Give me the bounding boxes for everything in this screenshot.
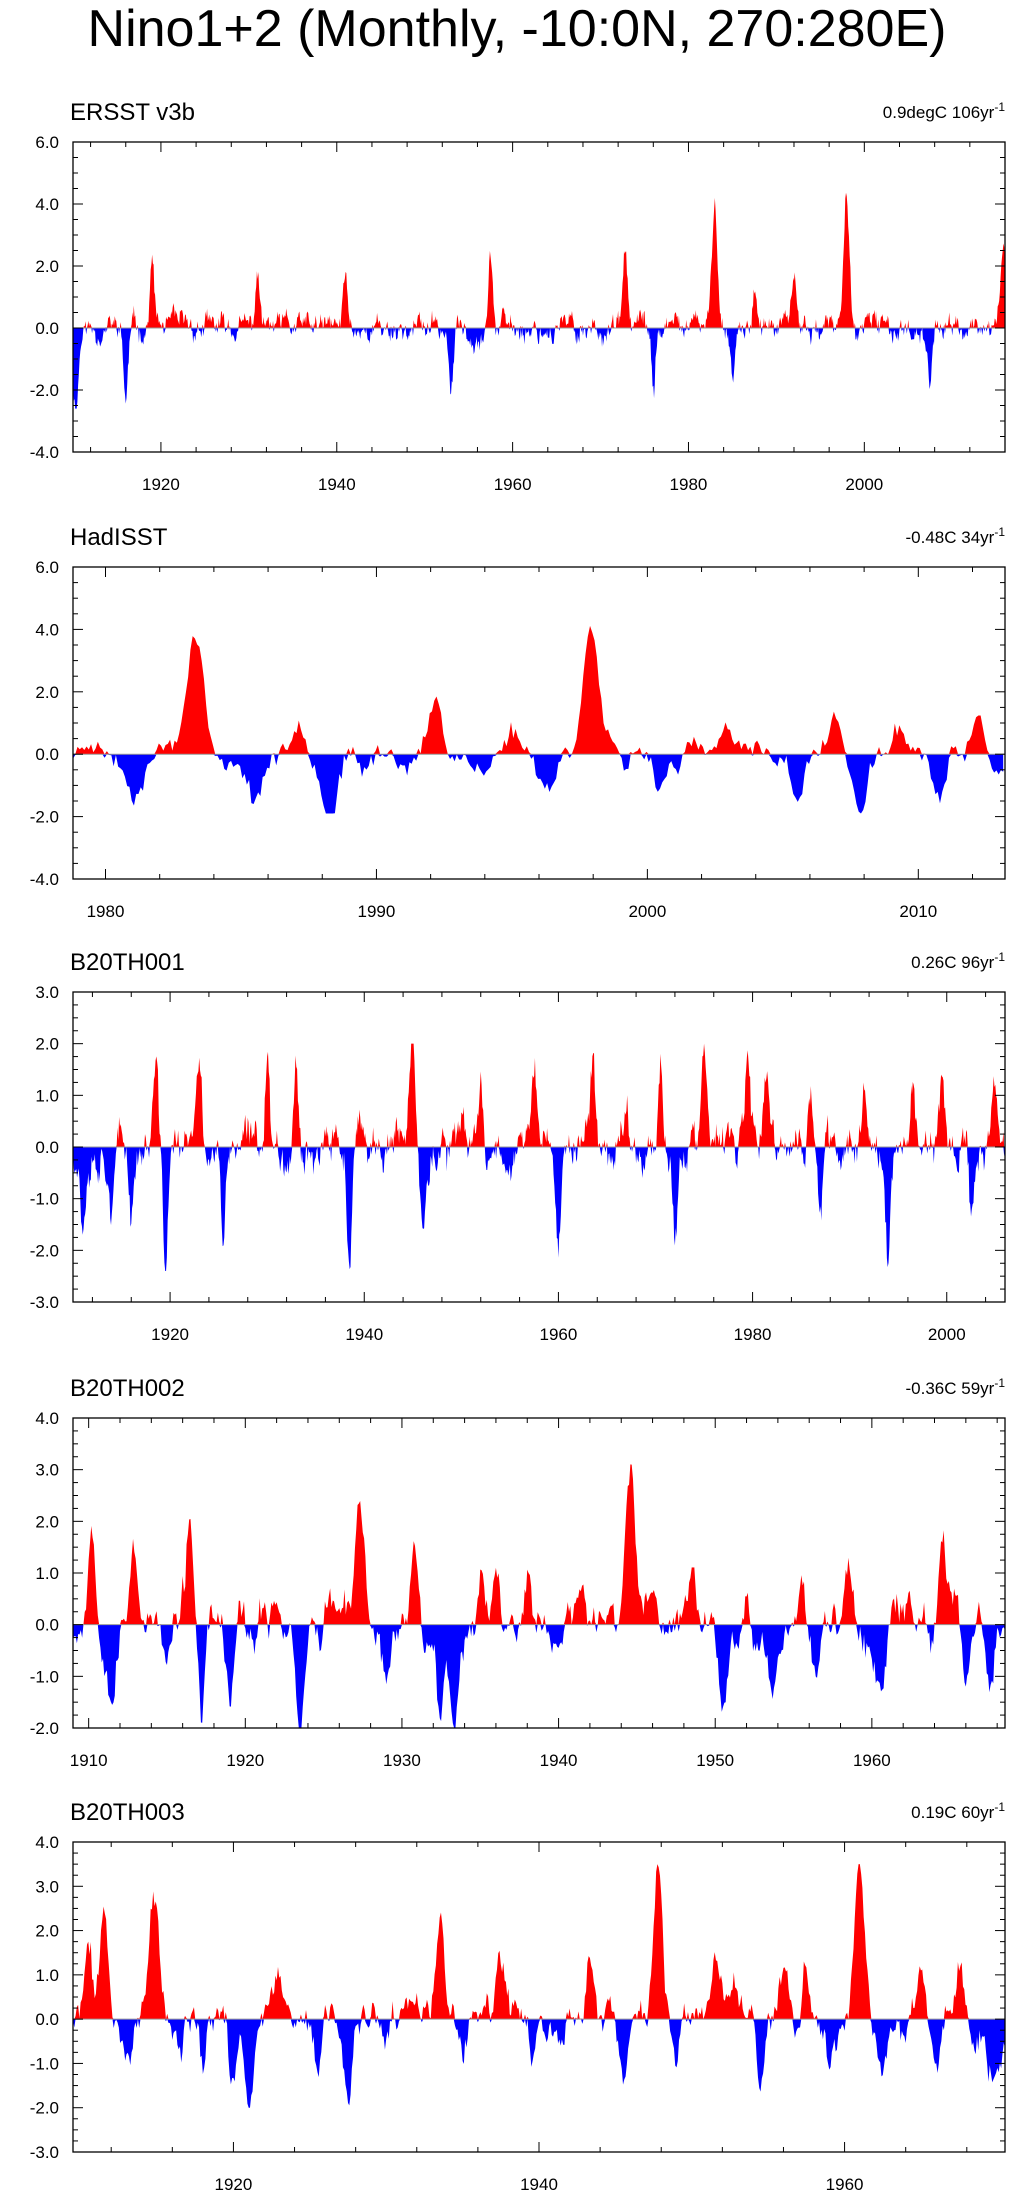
y-tick-label: 2.0 (35, 1512, 59, 1531)
negative-anomaly-area (73, 1147, 1005, 1271)
y-tick-label: 4.0 (35, 620, 59, 639)
y-tick-label: -2.0 (30, 808, 59, 827)
x-tick-label: 1960 (494, 475, 532, 494)
x-tick-label: 1920 (142, 475, 180, 494)
positive-anomaly-area (73, 1464, 1005, 1625)
x-tick-label: 1940 (540, 1751, 578, 1770)
y-tick-label: 6.0 (35, 133, 59, 152)
x-tick-label: 1960 (826, 2175, 864, 2194)
x-tick-label: 1940 (345, 1325, 383, 1344)
positive-anomaly-area (73, 1043, 1005, 1147)
y-tick-label: 0.0 (35, 1138, 59, 1157)
chart-panel-4: B20TH002 -0.36C 59yr-1 -2.0 -1.0 0.0 1.0 2.0 3.… (0, 1366, 1034, 1788)
negative-anomaly-area (73, 2019, 1005, 2108)
y-tick-label: -2.0 (30, 1719, 59, 1738)
negative-anomaly-area (73, 1624, 1005, 1728)
main-title: Nino1+2 (Monthly, -10:0N, 270:280E) (87, 0, 947, 58)
x-tick-label: 1920 (226, 1751, 264, 1770)
plot-frame (72, 1417, 1006, 1729)
y-tick-label: 2.0 (35, 257, 59, 276)
x-tick-label: 2000 (928, 1325, 966, 1344)
chart-svg-5: B20TH003 0.19C 60yr-1 -3.0 -2.0 -1.0 0.0 1.0 2.… (30, 1799, 1006, 2194)
x-tick-label: 2000 (845, 475, 883, 494)
panel-title: ERSST v3b (70, 99, 195, 126)
x-tick-label: 2000 (628, 902, 666, 921)
y-tick-label: -4.0 (30, 870, 59, 889)
y-tick-label: -1.0 (30, 1190, 59, 1209)
y-tick-label: 2.0 (35, 683, 59, 702)
plot-frame (72, 141, 1006, 453)
x-tick-label: 1940 (318, 475, 356, 494)
y-tick-label: 2.0 (35, 1035, 59, 1054)
x-tick-label: 1980 (670, 475, 708, 494)
panel-title: B20TH003 (70, 1799, 185, 1826)
y-tick-label: -1.0 (30, 2054, 59, 2073)
plot-frame (72, 566, 1006, 880)
y-tick-label: -2.0 (30, 1241, 59, 1260)
panel-title: B20TH001 (70, 949, 185, 976)
y-tick-label: 0.0 (35, 745, 59, 764)
panel-trend-label: -0.36C 59yr-1 (906, 1376, 1006, 1398)
y-tick-label: -1.0 (30, 1667, 59, 1686)
y-tick-label: 6.0 (35, 558, 59, 577)
y-tick-label: 1.0 (35, 1564, 59, 1583)
x-tick-label: 1940 (520, 2175, 558, 2194)
y-tick-label: 4.0 (35, 1409, 59, 1428)
y-tick-label: -4.0 (30, 443, 59, 462)
x-tick-label: 1930 (383, 1751, 421, 1770)
chart-svg-3: B20TH001 0.26C 96yr-1 -3.0 -2.0 -1.0 0.0 1.0 2.… (30, 949, 1006, 1344)
y-tick-label: -3.0 (30, 1293, 59, 1312)
y-tick-label: 1.0 (35, 1086, 59, 1105)
y-tick-label: 0.0 (35, 2010, 59, 2029)
panel-trend-label: -0.48C 34yr-1 (906, 525, 1006, 547)
panel-trend-label: 0.9degC 106yr-1 (883, 100, 1006, 122)
chart-svg-2: HadISST -0.48C 34yr-1 -4.0 -2.0 0.0 2.0 4.0 6.0… (30, 524, 1006, 921)
panel-trend-label: 0.26C 96yr-1 (911, 950, 1005, 972)
panel-title: B20TH002 (70, 1375, 185, 1402)
y-tick-label: -3.0 (30, 2143, 59, 2162)
positive-anomaly-area (73, 625, 1004, 755)
x-tick-label: 1950 (696, 1751, 734, 1770)
positive-anomaly-area (73, 192, 1005, 328)
chart-svg-4: B20TH002 -0.36C 59yr-1 -2.0 -1.0 0.0 1.0 2.0 3.… (30, 1375, 1006, 1770)
panel-title: HadISST (70, 524, 168, 551)
negative-anomaly-area (73, 754, 1004, 814)
x-tick-label: 1910 (70, 1751, 108, 1770)
y-tick-label: 1.0 (35, 1966, 59, 1985)
chart-svg-1: ERSST v3b 0.9degC 106yr-1 -4.0 -2.0 0.0 2.0 4.… (30, 99, 1006, 494)
x-tick-label: 1920 (215, 2175, 253, 2194)
y-tick-label: -2.0 (30, 381, 59, 400)
x-tick-label: 1960 (853, 1751, 891, 1770)
chart-panel-1: ERSST v3b 0.9degC 106yr-1 -4.0 -2.0 0.0 2.0 4.… (0, 90, 1034, 512)
y-tick-label: 0.0 (35, 1616, 59, 1635)
x-tick-label: 1920 (151, 1325, 189, 1344)
y-tick-label: 3.0 (35, 1877, 59, 1896)
chart-panel-3: B20TH001 0.26C 96yr-1 -3.0 -2.0 -1.0 0.0 1.0 2.… (0, 940, 1034, 1362)
x-tick-label: 1980 (734, 1325, 772, 1344)
x-tick-label: 1980 (87, 902, 125, 921)
panel-trend-label: 0.19C 60yr-1 (911, 1800, 1005, 1822)
x-tick-label: 2010 (899, 902, 937, 921)
chart-panel-5: B20TH003 0.19C 60yr-1 -3.0 -2.0 -1.0 0.0 1.0 2.… (0, 1790, 1034, 2212)
y-tick-label: 4.0 (35, 1833, 59, 1852)
positive-anomaly-area (73, 1864, 1005, 2020)
y-tick-label: 3.0 (35, 1461, 59, 1480)
x-tick-label: 1990 (358, 902, 396, 921)
y-tick-label: -2.0 (30, 2099, 59, 2118)
y-tick-label: 3.0 (35, 983, 59, 1002)
y-tick-label: 0.0 (35, 319, 59, 338)
chart-panel-2: HadISST -0.48C 34yr-1 -4.0 -2.0 0.0 2.0 4.0 6.0… (0, 515, 1034, 939)
y-tick-label: 2.0 (35, 1922, 59, 1941)
negative-anomaly-area (73, 328, 1005, 409)
y-tick-label: 4.0 (35, 195, 59, 214)
x-tick-label: 1960 (540, 1325, 578, 1344)
